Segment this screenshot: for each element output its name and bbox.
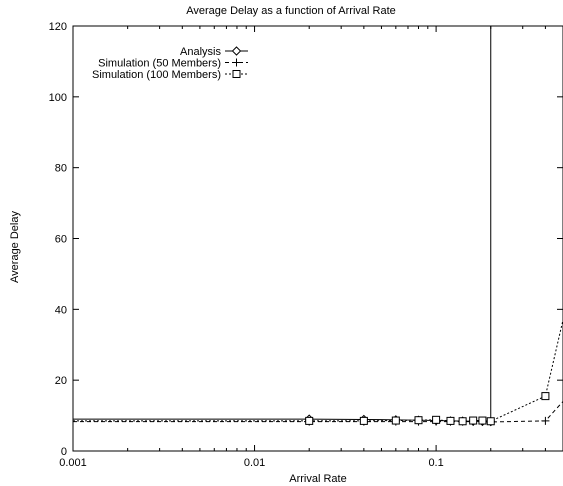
legend-marker bbox=[232, 70, 241, 78]
series-2-point bbox=[359, 416, 368, 425]
series-2-point bbox=[486, 417, 495, 426]
y-tick-label: 60 bbox=[55, 234, 67, 246]
y-axis-title: Average Delay bbox=[9, 211, 21, 283]
y-tick-label: 20 bbox=[55, 375, 67, 387]
x-tick-label: 0.001 bbox=[59, 457, 87, 469]
legend-label: Simulation (50 Members) bbox=[98, 58, 221, 70]
series-2-point bbox=[432, 415, 441, 424]
series-2-point bbox=[391, 416, 400, 425]
series-2-point bbox=[414, 416, 423, 425]
legend-marker bbox=[232, 58, 241, 67]
y-tick-label: 0 bbox=[61, 446, 67, 458]
series-0 bbox=[73, 26, 496, 427]
chart-title: Average Delay as a function of Arrival R… bbox=[186, 5, 396, 17]
legend-label: Analysis bbox=[180, 46, 221, 58]
legend-label: Simulation (100 Members) bbox=[92, 69, 221, 81]
x-axis-title: Arrival Rate bbox=[289, 473, 346, 485]
series-2-point bbox=[305, 416, 314, 425]
series-1-point bbox=[541, 416, 550, 425]
y-tick-label: 40 bbox=[55, 304, 67, 316]
series-2 bbox=[73, 319, 563, 426]
x-tick-label: 0.1 bbox=[428, 457, 443, 469]
y-tick-label: 120 bbox=[49, 21, 67, 33]
series-2-point bbox=[478, 416, 487, 425]
y-tick-label: 100 bbox=[49, 92, 67, 104]
series-2-point bbox=[458, 417, 467, 426]
series-line-0 bbox=[73, 26, 492, 423]
y-tick-label: 80 bbox=[55, 163, 67, 175]
plot-frame bbox=[72, 25, 563, 452]
series-2-point bbox=[469, 416, 478, 425]
series-2-point bbox=[446, 416, 455, 425]
series-layer bbox=[73, 26, 563, 427]
legend-marker bbox=[231, 46, 242, 56]
axes: 0 20 40 60 80 100 120 0.001 0.01 0.1 bbox=[49, 21, 563, 469]
series-line-2 bbox=[73, 319, 563, 422]
x-tick-label: 0.01 bbox=[244, 457, 265, 469]
series-2-point bbox=[541, 392, 550, 401]
